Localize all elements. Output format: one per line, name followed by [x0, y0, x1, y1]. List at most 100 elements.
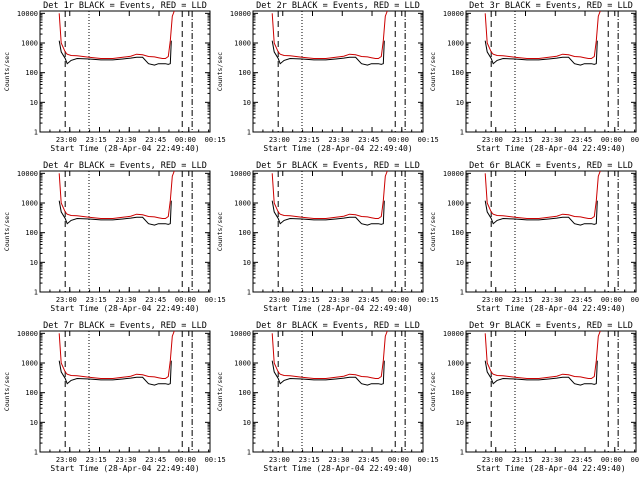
y-tick-label: 100	[451, 389, 464, 397]
x-tick-label: 23:00	[56, 296, 77, 304]
y-axis-label: Counts/sec	[3, 372, 11, 411]
plot-frame	[465, 170, 637, 293]
y-tick-label: 10	[243, 419, 251, 427]
x-tick-label: 23:15	[299, 296, 320, 304]
y-tick-label: 10	[243, 99, 251, 107]
x-tick-label: 23:15	[512, 136, 533, 144]
y-tick-label: 10	[30, 419, 38, 427]
lld-series-line	[58, 330, 175, 379]
x-tick-label: 23:30	[541, 136, 562, 144]
y-tick-label: 100	[238, 389, 251, 397]
x-tick-label: 23:00	[56, 136, 77, 144]
y-tick-label: 100	[238, 229, 251, 237]
y-axis-label: Counts/sec	[3, 212, 11, 251]
x-axis-label: Start Time (28-Apr-04 22:49:40)	[50, 144, 199, 153]
x-tick-label: 23:45	[358, 296, 379, 304]
x-axis-label: Start Time (28-Apr-04 22:49:40)	[50, 464, 199, 473]
x-tick-label: 23:00	[482, 296, 503, 304]
y-axis-label: Counts/sec	[429, 212, 437, 251]
x-tick-label: 23:30	[115, 296, 136, 304]
x-tick-label: 23:30	[328, 136, 349, 144]
x-tick-label: 23:15	[299, 136, 320, 144]
y-tick-label: 1	[247, 129, 251, 137]
events-series-line	[271, 360, 385, 386]
y-axis-label: Counts/sec	[216, 372, 224, 411]
plot-frame	[252, 330, 424, 453]
y-tick-label: 1000	[21, 200, 38, 208]
x-tick-label: 00:00	[175, 136, 196, 144]
x-tick-label: 23:45	[358, 136, 379, 144]
y-axis-label: Counts/sec	[216, 212, 224, 251]
lld-series-line	[271, 10, 388, 59]
detector-panel: Det 5r BLACK = Events, RED = LLD 1 10 100 10…	[216, 161, 439, 313]
y-tick-label: 10000	[230, 330, 251, 338]
y-tick-label: 1	[34, 289, 38, 297]
lld-series-line	[58, 10, 175, 59]
y-axis-label: Counts/sec	[3, 52, 11, 91]
y-tick-label: 10	[30, 99, 38, 107]
plot-frame	[39, 10, 211, 133]
x-tick-label: 23:30	[541, 296, 562, 304]
chart-title: Det 4r BLACK = Events, RED = LLD	[43, 161, 207, 171]
y-tick-label: 10	[456, 99, 464, 107]
y-tick-label: 10	[456, 259, 464, 267]
x-tick-label: 00:00	[388, 136, 409, 144]
y-tick-label: 10000	[17, 10, 38, 18]
detector-panel: Det 8r BLACK = Events, RED = LLD 1 10 100 10…	[216, 321, 439, 473]
x-tick-label: 23:45	[571, 136, 592, 144]
x-tick-label: 00:00	[601, 456, 622, 464]
y-tick-label: 1000	[21, 360, 38, 368]
chart-title: Det 7r BLACK = Events, RED = LLD	[43, 321, 207, 331]
y-tick-label: 10000	[17, 170, 38, 178]
x-tick-label: 23:45	[571, 296, 592, 304]
x-axis-label: Start Time (28-Apr-04 22:49:40)	[476, 304, 625, 313]
x-tick-label: 00:00	[601, 136, 622, 144]
x-axis-label: Start Time (28-Apr-04 22:49:40)	[476, 464, 625, 473]
x-tick-label: 23:15	[299, 456, 320, 464]
x-tick-label: 23:30	[328, 296, 349, 304]
x-tick-label: 00:00	[601, 296, 622, 304]
x-tick-label: 00:00	[175, 456, 196, 464]
plot-frame	[252, 10, 424, 133]
x-tick-label: 23:15	[86, 296, 107, 304]
x-tick-label: 23:30	[115, 136, 136, 144]
y-tick-label: 1000	[234, 40, 251, 48]
y-tick-label: 1000	[21, 40, 38, 48]
y-axis-label: Counts/sec	[429, 52, 437, 91]
y-tick-label: 10000	[443, 170, 464, 178]
x-tick-label: 00:15	[418, 136, 439, 144]
detector-panel: Det 4r BLACK = Events, RED = LLD 1 10 100 10…	[3, 161, 226, 313]
detector-panel: Det 9r BLACK = Events, RED = LLD 1 10 100 10…	[429, 321, 640, 473]
y-tick-label: 1	[460, 449, 464, 457]
detector-panel: Det 6r BLACK = Events, RED = LLD 1 10 100 10…	[429, 161, 640, 313]
detector-panel: Det 1r BLACK = Events, RED = LLD 1 10 100 10…	[3, 1, 226, 153]
plot-frame	[465, 10, 637, 133]
y-tick-label: 1000	[234, 360, 251, 368]
x-tick-label: 23:45	[145, 456, 166, 464]
chart-title: Det 3r BLACK = Events, RED = LLD	[469, 1, 633, 11]
x-tick-label: 00:15	[418, 296, 439, 304]
y-tick-label: 1000	[447, 200, 464, 208]
lld-series-line	[58, 170, 175, 219]
x-axis-label: Start Time (28-Apr-04 22:49:40)	[263, 464, 412, 473]
events-series-line	[58, 200, 172, 226]
y-tick-label: 10	[456, 419, 464, 427]
y-tick-label: 1	[34, 129, 38, 137]
y-tick-label: 10000	[230, 170, 251, 178]
y-tick-label: 10000	[230, 10, 251, 18]
events-series-line	[271, 200, 385, 226]
x-axis-label: Start Time (28-Apr-04 22:49:40)	[263, 144, 412, 153]
x-tick-label: 23:00	[269, 296, 290, 304]
x-tick-label: 23:45	[571, 456, 592, 464]
y-tick-label: 1	[34, 449, 38, 457]
events-series-line	[271, 40, 385, 66]
lld-series-line	[484, 10, 601, 59]
x-axis-label: Start Time (28-Apr-04 22:49:40)	[263, 304, 412, 313]
y-tick-label: 10000	[17, 330, 38, 338]
x-tick-label: 23:45	[145, 136, 166, 144]
x-tick-label: 00:15	[205, 136, 226, 144]
x-tick-label: 00:15	[631, 136, 640, 144]
x-tick-label: 23:00	[482, 456, 503, 464]
x-axis-label: Start Time (28-Apr-04 22:49:40)	[476, 144, 625, 153]
y-tick-label: 100	[25, 69, 38, 77]
